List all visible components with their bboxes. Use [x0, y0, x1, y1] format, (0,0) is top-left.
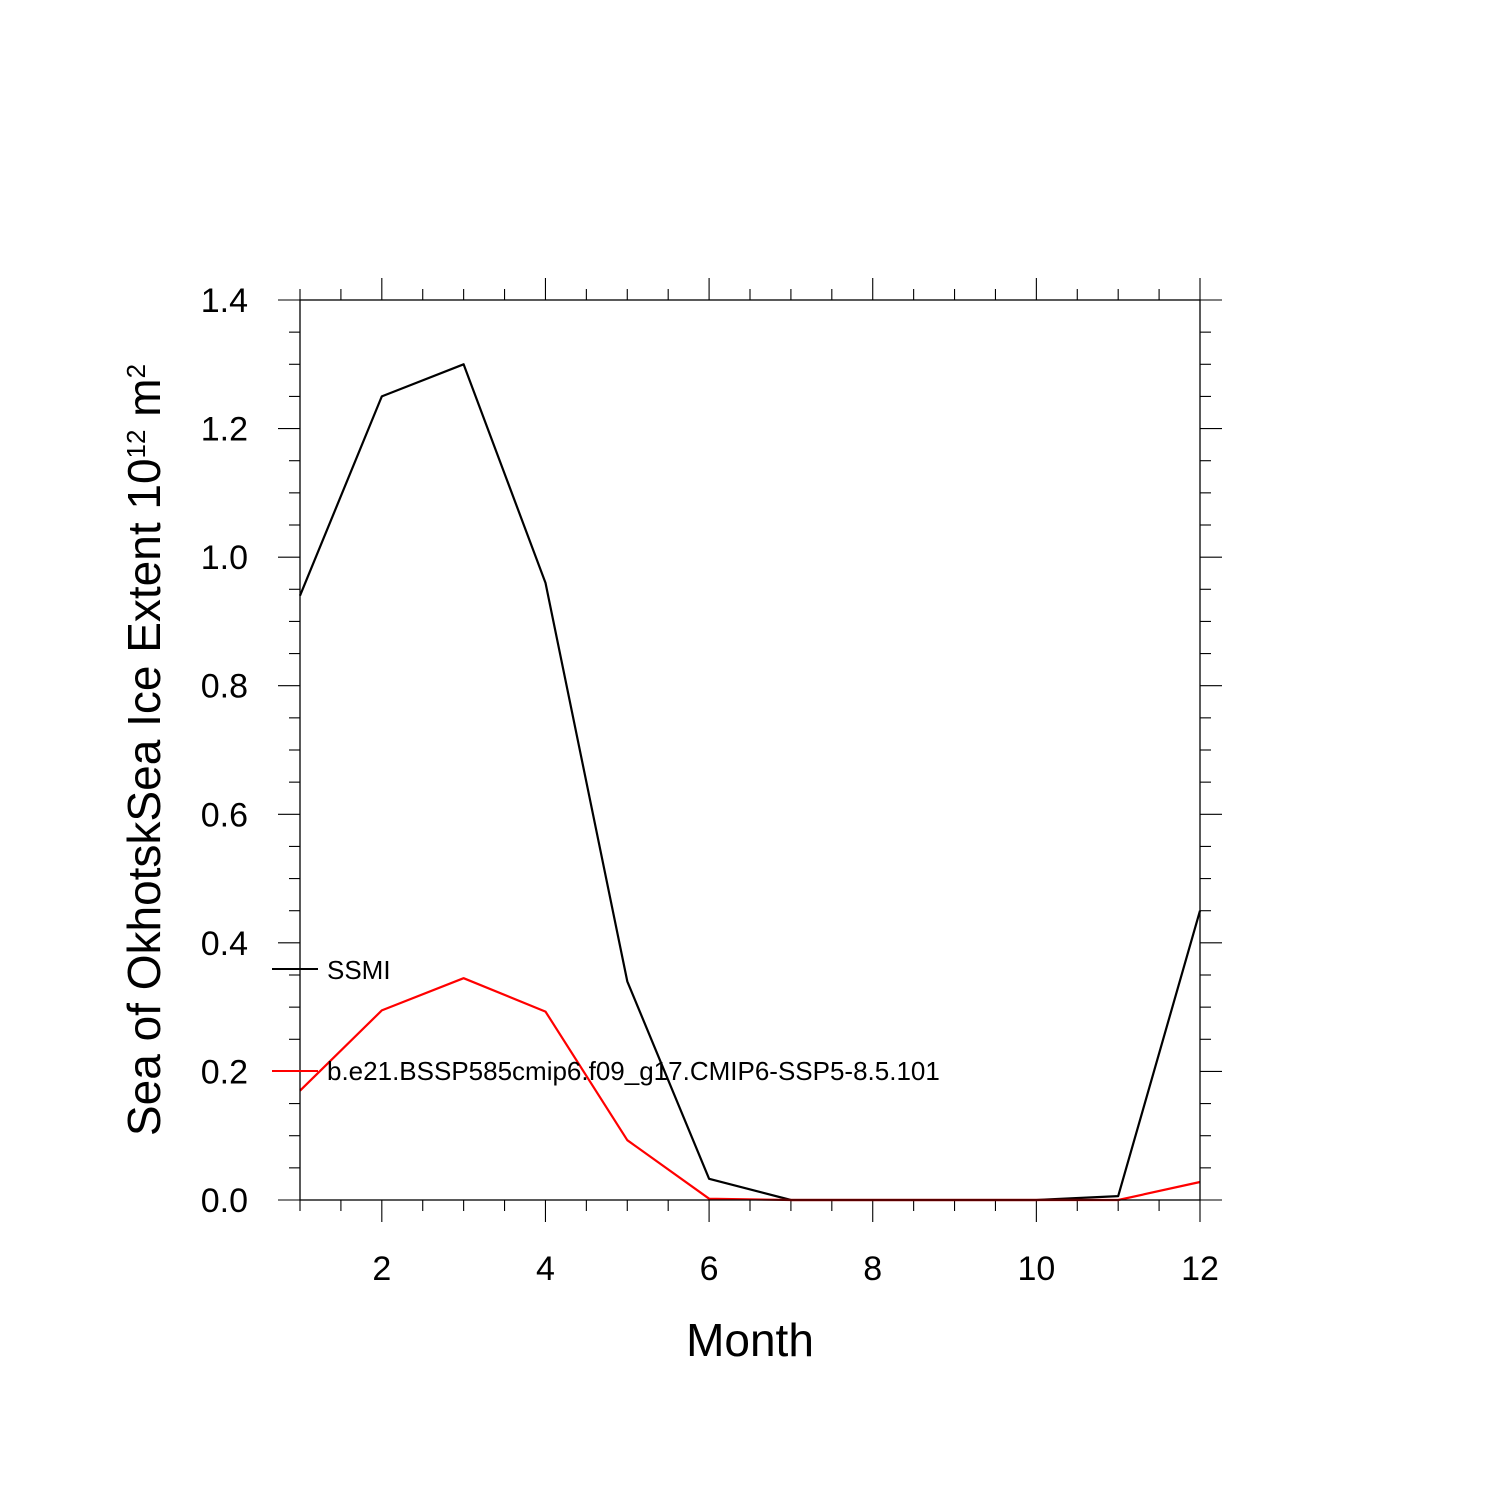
legend-label-cmip6: b.e21.BSSP585cmip6.f09_g17.CMIP6-SSP5-8.…	[327, 1056, 940, 1086]
y-axis-title-exponent: 12	[121, 430, 151, 459]
minor-ticks	[289, 289, 1211, 1211]
x-tick-label: 10	[1017, 1250, 1055, 1288]
y-axis-title-unit: m	[118, 378, 170, 429]
y-axis-title-unit-exponent: 2	[121, 364, 151, 378]
major-ticks	[278, 278, 1222, 1222]
x-tick-label: 4	[536, 1250, 555, 1288]
y-tick-label: 1.2	[201, 411, 248, 449]
y-tick-label: 0.4	[201, 925, 248, 963]
x-tick-labels: 2 4 6 8 10 12	[372, 1250, 1219, 1288]
x-tick-label: 2	[372, 1250, 391, 1288]
legend-label-ssmi: SSMI	[327, 955, 391, 985]
y-tick-label: 0.2	[201, 1053, 248, 1091]
plot-frame	[299, 299, 1201, 1201]
y-tick-label: 1.4	[201, 282, 248, 320]
y-tick-label: 0.6	[201, 796, 248, 834]
y-tick-labels: 0.0 0.2 0.4 0.6 0.8 1.0 1.2 1.4	[201, 282, 248, 1220]
y-tick-label: 0.0	[201, 1182, 248, 1220]
x-tick-label: 12	[1181, 1250, 1219, 1288]
y-axis-title: Sea of OkhotskSea Ice Extent 1012 m2	[118, 364, 170, 1136]
y-tick-label: 0.8	[201, 668, 248, 706]
y-axis-title-main: Sea of OkhotskSea Ice Extent 10	[118, 458, 170, 1136]
x-axis-title: Month	[686, 1314, 814, 1366]
x-tick-label: 8	[863, 1250, 882, 1288]
legend: SSMI b.e21.BSSP585cmip6.f09_g17.CMIP6-SS…	[272, 955, 940, 1086]
x-tick-label: 6	[700, 1250, 719, 1288]
y-tick-label: 1.0	[201, 539, 248, 577]
